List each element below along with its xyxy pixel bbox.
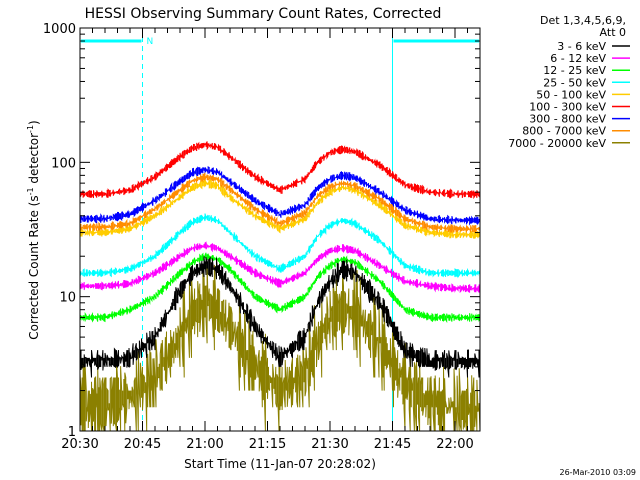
y-label-part: detector — [27, 133, 41, 188]
series-line-100-300-kev — [80, 141, 480, 200]
legend-header: Att 0 — [600, 26, 626, 39]
plot-clip-group: N — [80, 28, 480, 431]
flag-label: N — [147, 37, 154, 47]
y-axis-label: Corrected Count Rate (s-1 detector-1) — [26, 120, 41, 339]
x-tick-label: 21:45 — [374, 437, 411, 452]
x-axis-label: Start Time (11-Jan-07 20:28:02) — [184, 457, 376, 471]
y-label-sup: -1 — [26, 187, 35, 195]
x-tick-label: 20:30 — [61, 437, 98, 452]
legend-entry-label: 300 - 800 keV — [529, 113, 606, 126]
legend-entry-label: 7000 - 20000 keV — [508, 137, 606, 150]
x-tick-label: 20:45 — [124, 437, 161, 452]
y-tick-label: 1 — [68, 425, 76, 440]
y-tick-label: 10 — [59, 291, 76, 306]
legend-entry-label: 6 - 12 keV — [550, 52, 606, 65]
y-label-part: ) — [27, 120, 41, 125]
series-line-12-25-kev — [80, 252, 480, 324]
y-label-sup: -1 — [26, 125, 35, 133]
x-tick-label: 22:00 — [436, 437, 473, 452]
y-label-part: Corrected Count Rate (s — [27, 195, 41, 339]
axes: 1 10 100 1000 20:30 20:45 21:00 21:15 21:30 21:45… — [43, 22, 481, 452]
legend-entry-label: 800 - 7000 keV — [522, 125, 606, 138]
legend-entry-label: 25 - 50 keV — [543, 76, 606, 89]
chart-title: HESSI Observing Summary Count Rates, Cor… — [85, 6, 442, 22]
series-line-6-12-kev — [80, 241, 480, 294]
y-tick-label: 100 — [51, 156, 76, 171]
legend-entry-label: 100 - 300 keV — [529, 101, 606, 114]
legend-entry-label: 50 - 100 keV — [536, 88, 606, 101]
legend-entry-label: 3 - 6 keV — [557, 40, 606, 53]
series-line-25-50-kev — [80, 213, 480, 279]
legend-entry-label: 12 - 25 keV — [543, 64, 606, 77]
series-line-3-6-kev — [80, 255, 480, 378]
series-line-50-100-kev — [80, 179, 480, 239]
series-line-800-7000-kev — [80, 171, 480, 234]
series-line-300-800-kev — [80, 166, 480, 226]
x-tick-label: 21:30 — [311, 437, 348, 452]
footer-timestamp: 26-Mar-2010 03:09 — [560, 468, 637, 477]
plot-area: N — [80, 28, 480, 431]
x-tick-label: 21:15 — [249, 437, 286, 452]
legend-header: Det 1,3,4,5,6,9, — [540, 14, 626, 27]
y-tick-label: 1000 — [43, 22, 76, 37]
x-tick-label: 21:00 — [186, 437, 223, 452]
